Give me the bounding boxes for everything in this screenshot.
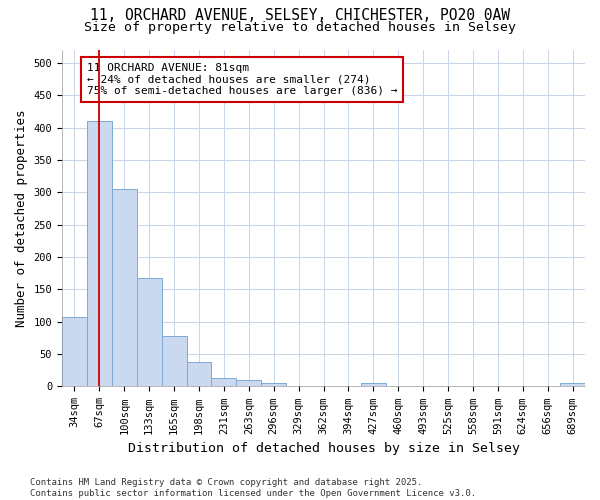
Text: 11 ORCHARD AVENUE: 81sqm
← 24% of detached houses are smaller (274)
75% of semi-: 11 ORCHARD AVENUE: 81sqm ← 24% of detach… [87, 63, 397, 96]
Bar [361, 383, 386, 386]
Text: Contains HM Land Registry data © Crown copyright and database right 2025.
Contai: Contains HM Land Registry data © Crown c… [30, 478, 476, 498]
Y-axis label: Number of detached properties: Number of detached properties [15, 110, 28, 327]
Text: Size of property relative to detached houses in Selsey: Size of property relative to detached ho… [84, 21, 516, 34]
Bar [137, 278, 161, 386]
Bar [87, 121, 112, 386]
Bar [112, 189, 137, 386]
Bar [236, 380, 261, 386]
Bar [187, 362, 211, 386]
Bar [161, 336, 187, 386]
Bar [62, 317, 87, 386]
X-axis label: Distribution of detached houses by size in Selsey: Distribution of detached houses by size … [128, 442, 520, 455]
Text: 11, ORCHARD AVENUE, SELSEY, CHICHESTER, PO20 0AW: 11, ORCHARD AVENUE, SELSEY, CHICHESTER, … [90, 8, 510, 22]
Bar [211, 378, 236, 386]
Bar [560, 383, 585, 386]
Bar [261, 382, 286, 386]
